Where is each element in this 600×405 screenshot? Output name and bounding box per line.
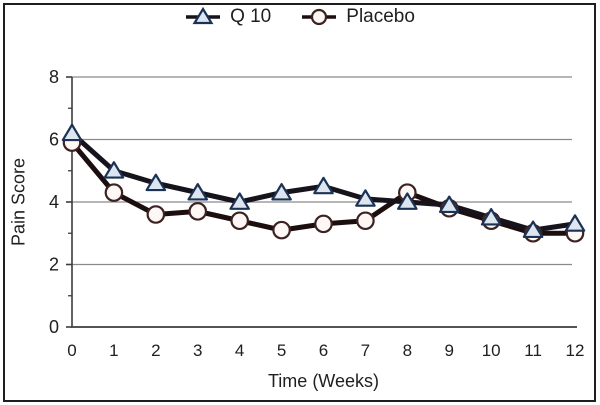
y-tick-label-6: 6	[49, 130, 59, 150]
x-tick-label-0: 0	[67, 341, 76, 360]
q10-marker-week-5	[271, 183, 292, 201]
triangle-marker-icon	[186, 6, 221, 25]
x-tick-label-2: 2	[151, 341, 160, 360]
x-tick-label-8: 8	[403, 341, 412, 360]
x-tick-label-5: 5	[277, 341, 286, 360]
circle-marker-icon	[302, 8, 337, 26]
legend-item-placebo: Placebo	[301, 6, 415, 28]
x-tick-label-4: 4	[235, 341, 244, 360]
q10-marker-week-11	[522, 220, 544, 239]
placebo-marker-week-7	[356, 211, 375, 231]
placebo-marker-week-5	[272, 220, 291, 240]
placebo-marker-week-3	[188, 202, 208, 221]
legend: Q 10 Placebo	[0, 6, 600, 28]
placebo-marker-week-1	[104, 183, 124, 202]
y-tick-label-0: 0	[49, 317, 59, 337]
q10-marker-week-0	[61, 123, 83, 142]
triangle-glyph	[192, 6, 214, 25]
q10-marker-week-8	[397, 192, 418, 210]
y-tick-label-2: 2	[49, 255, 59, 275]
x-axis-title: Time (Weeks)	[267, 371, 379, 391]
circle-glyph	[311, 8, 328, 26]
placebo-marker-week-4	[230, 211, 249, 231]
q10-marker-week-10	[480, 208, 502, 226]
x-tick-label-1: 1	[109, 341, 118, 360]
y-tick-label-8: 8	[49, 67, 59, 87]
x-tick-label-3: 3	[193, 341, 202, 360]
q10-marker-week-2	[145, 173, 167, 192]
q10-marker-week-6	[313, 176, 334, 195]
placebo-marker-week-2	[146, 205, 166, 224]
q10-marker-week-4	[229, 192, 250, 210]
legend-label-placebo: Placebo	[346, 6, 415, 27]
q10-marker-week-1	[103, 161, 125, 179]
x-tick-label-11: 11	[524, 341, 542, 360]
x-tick-label-10: 10	[482, 341, 501, 360]
x-tick-label-7: 7	[361, 341, 370, 360]
y-axis-title: Pain Score	[8, 157, 29, 247]
placebo-marker-week-6	[314, 214, 333, 234]
q10-marker-week-7	[355, 189, 376, 207]
x-tick-label-6: 6	[319, 341, 328, 360]
q10-marker-week-9	[438, 195, 460, 214]
y-tick-label-4: 4	[49, 192, 59, 212]
q10-marker-week-12	[564, 214, 586, 232]
legend-item-q10: Q 10	[185, 6, 271, 28]
legend-label-q10: Q 10	[230, 6, 272, 27]
x-tick-label-9: 9	[445, 341, 454, 360]
q10-marker-week-3	[187, 183, 209, 201]
x-tick-label-12: 12	[566, 341, 585, 360]
